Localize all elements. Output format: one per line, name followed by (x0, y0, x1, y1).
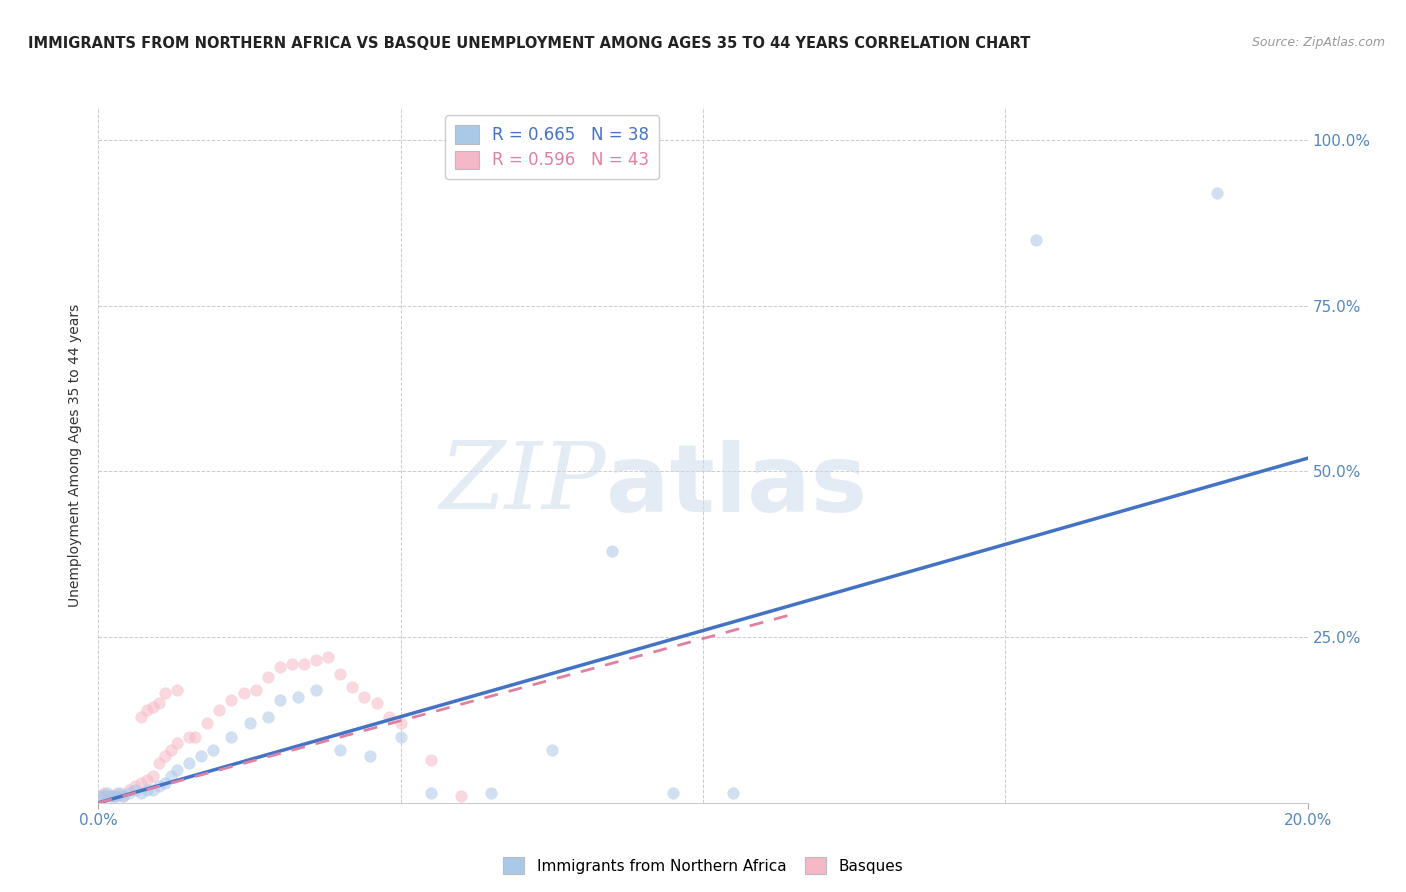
Point (316, 650, 339, 665)
Point (342, 680, 364, 694)
Y-axis label: Unemployment Among Ages 35 to 44 years: Unemployment Among Ages 35 to 44 years (69, 303, 83, 607)
Point (377, 709, 399, 723)
Point (105, 789, 128, 804)
Point (239, 716, 262, 731)
Point (269, 693, 291, 707)
Point (153, 776, 176, 790)
Point (1024, 233, 1046, 247)
Point (129, 709, 152, 723)
Legend: Immigrants from Northern Africa, Basques: Immigrants from Northern Africa, Basques (496, 851, 910, 880)
Point (142, 769, 165, 783)
Point (90, 789, 112, 804)
Point (602, 544, 624, 558)
Point (103, 789, 125, 804)
Point (160, 769, 183, 783)
Point (166, 763, 188, 777)
Point (129, 776, 152, 790)
Point (118, 782, 141, 797)
Point (148, 779, 170, 793)
Point (481, 786, 503, 800)
Point (450, 789, 472, 804)
Point (135, 772, 157, 787)
Text: ZIP: ZIP (440, 438, 606, 528)
Point (269, 660, 291, 674)
Point (100, 789, 122, 804)
Point (329, 666, 352, 681)
Point (329, 743, 352, 757)
Point (208, 703, 231, 717)
Point (723, 786, 745, 800)
Point (256, 670, 278, 684)
Point (353, 690, 375, 704)
Point (179, 730, 201, 744)
Point (148, 697, 170, 711)
Point (305, 653, 328, 667)
Point (389, 716, 412, 731)
Point (153, 686, 176, 700)
Point (305, 683, 328, 698)
Point (360, 749, 382, 764)
Point (195, 716, 218, 731)
Point (166, 736, 188, 750)
Point (105, 786, 128, 800)
Point (245, 683, 267, 698)
Point (221, 730, 243, 744)
Point (124, 779, 146, 793)
Point (129, 786, 152, 800)
Point (96, 786, 118, 800)
Point (292, 657, 315, 671)
Point (160, 743, 183, 757)
Point (540, 743, 562, 757)
Point (111, 789, 134, 804)
Text: atlas: atlas (606, 441, 868, 533)
Point (148, 756, 170, 770)
Point (142, 699, 165, 714)
Point (135, 782, 157, 797)
Point (124, 782, 146, 797)
Text: Source: ZipAtlas.com: Source: ZipAtlas.com (1251, 36, 1385, 49)
Point (142, 782, 165, 797)
Point (103, 789, 125, 804)
Point (232, 686, 254, 700)
Point (166, 683, 188, 698)
Point (287, 690, 309, 704)
Point (153, 749, 176, 764)
Point (118, 786, 141, 800)
Point (190, 749, 212, 764)
Point (281, 657, 304, 671)
Point (93, 789, 115, 804)
Point (100, 789, 122, 804)
Point (420, 753, 443, 767)
Point (389, 730, 412, 744)
Point (93, 786, 115, 800)
Point (202, 743, 225, 757)
Point (90, 789, 112, 804)
Legend: R = 0.665   N = 38, R = 0.596   N = 43: R = 0.665 N = 38, R = 0.596 N = 43 (446, 115, 659, 179)
Point (111, 789, 134, 804)
Text: IMMIGRANTS FROM NORTHERN AFRICA VS BASQUE UNEMPLOYMENT AMONG AGES 35 TO 44 YEARS: IMMIGRANTS FROM NORTHERN AFRICA VS BASQU… (28, 36, 1031, 51)
Point (221, 693, 243, 707)
Point (135, 703, 157, 717)
Point (366, 697, 388, 711)
Point (1206, 186, 1229, 201)
Point (108, 786, 131, 800)
Point (179, 756, 201, 770)
Point (256, 709, 278, 723)
Point (661, 786, 683, 800)
Point (420, 786, 443, 800)
Point (184, 730, 207, 744)
Point (96, 789, 118, 804)
